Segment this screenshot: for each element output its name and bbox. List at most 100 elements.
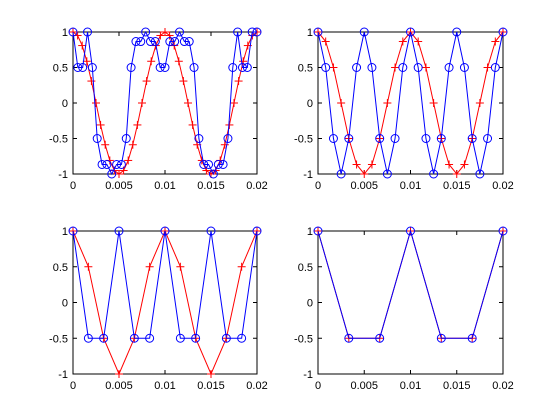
data-point bbox=[87, 63, 97, 72]
data-point bbox=[421, 63, 430, 72]
data-point bbox=[160, 226, 170, 236]
y-tick-label: 1 bbox=[307, 226, 313, 238]
data-point bbox=[460, 160, 469, 169]
y-tick-label: 1 bbox=[62, 27, 68, 39]
data-point bbox=[176, 262, 185, 271]
x-tick-label: 0.005 bbox=[350, 180, 378, 192]
data-point bbox=[126, 63, 136, 72]
data-point bbox=[165, 31, 174, 40]
data-point bbox=[129, 333, 139, 343]
data-point bbox=[367, 63, 377, 72]
data-point bbox=[142, 77, 151, 86]
data-point bbox=[337, 99, 346, 107]
data-point bbox=[191, 333, 201, 343]
data-point bbox=[491, 37, 500, 46]
series-line bbox=[72, 30, 257, 176]
data-point bbox=[145, 37, 155, 47]
series-line bbox=[317, 31, 504, 175]
data-point bbox=[145, 333, 155, 343]
data-point bbox=[83, 27, 93, 37]
x-tick-label: 0.01 bbox=[400, 180, 421, 192]
data-point bbox=[82, 57, 91, 66]
x-tick-label: 0.02 bbox=[246, 180, 267, 192]
data-point bbox=[406, 226, 415, 236]
data-point bbox=[382, 169, 392, 179]
data-point bbox=[375, 333, 385, 343]
data-point bbox=[97, 159, 107, 169]
data-point bbox=[128, 140, 137, 149]
data-point bbox=[483, 134, 493, 143]
data-point bbox=[174, 57, 183, 66]
data-point bbox=[242, 63, 252, 72]
data-point bbox=[383, 99, 392, 107]
data-point bbox=[252, 27, 262, 37]
subplot-bottom-right: 0 0.005 0.01 0.015 0.02 -1 -0.5 0 0.5 1 bbox=[294, 226, 514, 392]
data-point bbox=[414, 37, 423, 46]
data-point bbox=[87, 77, 96, 86]
x-tick-label: 0.01 bbox=[400, 380, 421, 392]
data-point bbox=[498, 226, 508, 236]
data-point bbox=[452, 170, 461, 178]
data-point bbox=[233, 27, 243, 37]
axes-box bbox=[317, 230, 504, 375]
data-point bbox=[138, 99, 146, 107]
series-line bbox=[317, 229, 504, 339]
x-tick-label: 0.015 bbox=[443, 380, 471, 392]
y-tick-label: -0.5 bbox=[49, 134, 68, 146]
data-point bbox=[208, 169, 218, 179]
data-point bbox=[429, 169, 439, 179]
y-tick-label: 0.5 bbox=[298, 262, 313, 274]
x-tick-label: 0.02 bbox=[246, 380, 267, 392]
data-point bbox=[398, 63, 408, 72]
data-point bbox=[413, 63, 423, 72]
data-point bbox=[96, 120, 105, 129]
data-point bbox=[391, 63, 400, 72]
data-point bbox=[498, 27, 508, 37]
data-point bbox=[150, 37, 160, 47]
data-point bbox=[221, 333, 231, 343]
y-tick-label: 1 bbox=[307, 27, 313, 39]
data-point bbox=[490, 63, 500, 72]
data-point bbox=[160, 63, 170, 72]
x-tick-label: 0.005 bbox=[105, 380, 133, 392]
data-point bbox=[429, 99, 438, 107]
subplot-top-left: 0 0.005 0.01 0.015 0.02 -1 -0.5 0 0.5 1 bbox=[49, 27, 268, 192]
series-blue-circle bbox=[313, 226, 508, 343]
data-point bbox=[133, 120, 142, 129]
y-tick-label: 0.5 bbox=[53, 63, 68, 75]
data-point bbox=[188, 120, 197, 129]
x-tick-label: 0.015 bbox=[197, 180, 225, 192]
data-point bbox=[179, 77, 188, 86]
data-point bbox=[170, 37, 180, 47]
data-point bbox=[223, 134, 233, 143]
data-point bbox=[475, 169, 485, 179]
data-point bbox=[483, 63, 492, 72]
data-point bbox=[475, 99, 484, 107]
data-point bbox=[92, 99, 100, 107]
data-point bbox=[206, 226, 216, 236]
x-tick-label: 0.015 bbox=[197, 380, 225, 392]
data-point bbox=[390, 134, 400, 143]
data-point bbox=[83, 333, 93, 343]
data-point bbox=[68, 226, 78, 236]
y-tick-label: -0.5 bbox=[294, 333, 313, 345]
series-blue-circle bbox=[68, 226, 262, 343]
data-point bbox=[175, 27, 185, 37]
data-point bbox=[115, 370, 123, 378]
data-point bbox=[124, 156, 133, 165]
data-point bbox=[360, 170, 369, 178]
data-point bbox=[78, 63, 88, 72]
y-tick-label: 0.5 bbox=[298, 63, 313, 75]
subplot-top-right: 0 0.005 0.01 0.015 0.02 -1 -0.5 0 0.5 1 bbox=[294, 27, 514, 192]
x-tick-label: 0.01 bbox=[154, 380, 175, 392]
data-point bbox=[321, 63, 331, 72]
y-tick-label: -1 bbox=[303, 169, 313, 181]
series-blue-circle bbox=[68, 27, 262, 179]
data-point bbox=[184, 99, 192, 107]
data-point bbox=[73, 63, 83, 72]
data-point bbox=[436, 134, 446, 143]
data-point bbox=[237, 63, 247, 72]
data-point bbox=[207, 370, 215, 378]
data-point bbox=[237, 262, 246, 271]
data-point bbox=[352, 160, 361, 169]
